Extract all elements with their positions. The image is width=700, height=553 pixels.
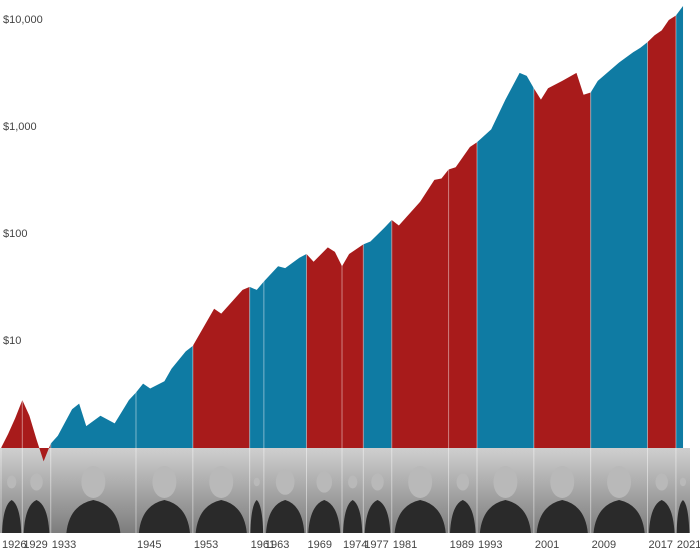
y-tick-label: $10 — [3, 335, 21, 347]
x-tick-label: 1977 — [364, 539, 388, 551]
x-tick-label: 2021 — [677, 539, 700, 551]
portrait-head — [679, 477, 687, 487]
portrait-head — [347, 475, 358, 489]
portrait-head — [456, 473, 470, 491]
area — [1, 6, 684, 462]
portrait-body — [308, 500, 341, 533]
x-tick-label: 1953 — [194, 539, 218, 551]
portrait-head — [81, 466, 106, 498]
portrait-body — [364, 500, 391, 533]
portrait-body — [195, 500, 247, 533]
portrait-body — [343, 500, 363, 533]
portrait-head — [30, 473, 43, 491]
portrait-body — [479, 500, 531, 533]
portrait-body — [250, 500, 264, 533]
portrait-body — [536, 500, 588, 533]
x-tick-label: 1969 — [307, 539, 331, 551]
portrait-head — [655, 473, 668, 491]
portrait-body — [2, 500, 22, 533]
portrait-body — [593, 500, 645, 533]
y-tick-label: $1,000 — [3, 121, 37, 133]
x-tick-label: 1933 — [52, 539, 76, 551]
x-tick-label: 1981 — [393, 539, 417, 551]
portrait-head — [253, 477, 260, 487]
portrait-head — [152, 466, 177, 498]
x-tick-label: 1926 — [2, 539, 26, 551]
portrait-head — [607, 466, 632, 498]
x-tick-label: 1989 — [450, 539, 474, 551]
x-tick-label: 2009 — [592, 539, 616, 551]
x-tick-label: 2017 — [649, 539, 673, 551]
x-tick-label: 2001 — [535, 539, 559, 551]
portrait-body — [23, 500, 50, 533]
y-tick-label: $10,000 — [3, 14, 43, 26]
x-tick-label: 1945 — [137, 539, 161, 551]
portrait-body — [450, 500, 476, 533]
portrait-head — [316, 471, 333, 493]
x-tick-label: 1961 — [251, 539, 275, 551]
portrait-body — [265, 500, 305, 533]
portrait-head — [493, 466, 518, 498]
x-tick-label: 1963 — [265, 539, 289, 551]
portrait-head — [275, 469, 295, 495]
x-tick-label: 1929 — [23, 539, 47, 551]
portrait-head — [6, 475, 17, 489]
portrait-body — [138, 500, 190, 533]
portrait-head — [550, 466, 575, 498]
x-tick-label: 1993 — [478, 539, 502, 551]
portrait-body — [66, 500, 121, 533]
portrait-head — [209, 466, 234, 498]
portrait-body — [648, 500, 675, 533]
portrait-head — [408, 466, 433, 498]
y-tick-label: $100 — [3, 228, 27, 240]
portrait-body — [676, 500, 690, 533]
portrait-head — [371, 473, 384, 491]
x-tick-label: 1974 — [343, 539, 367, 551]
portrait-body — [394, 500, 446, 533]
